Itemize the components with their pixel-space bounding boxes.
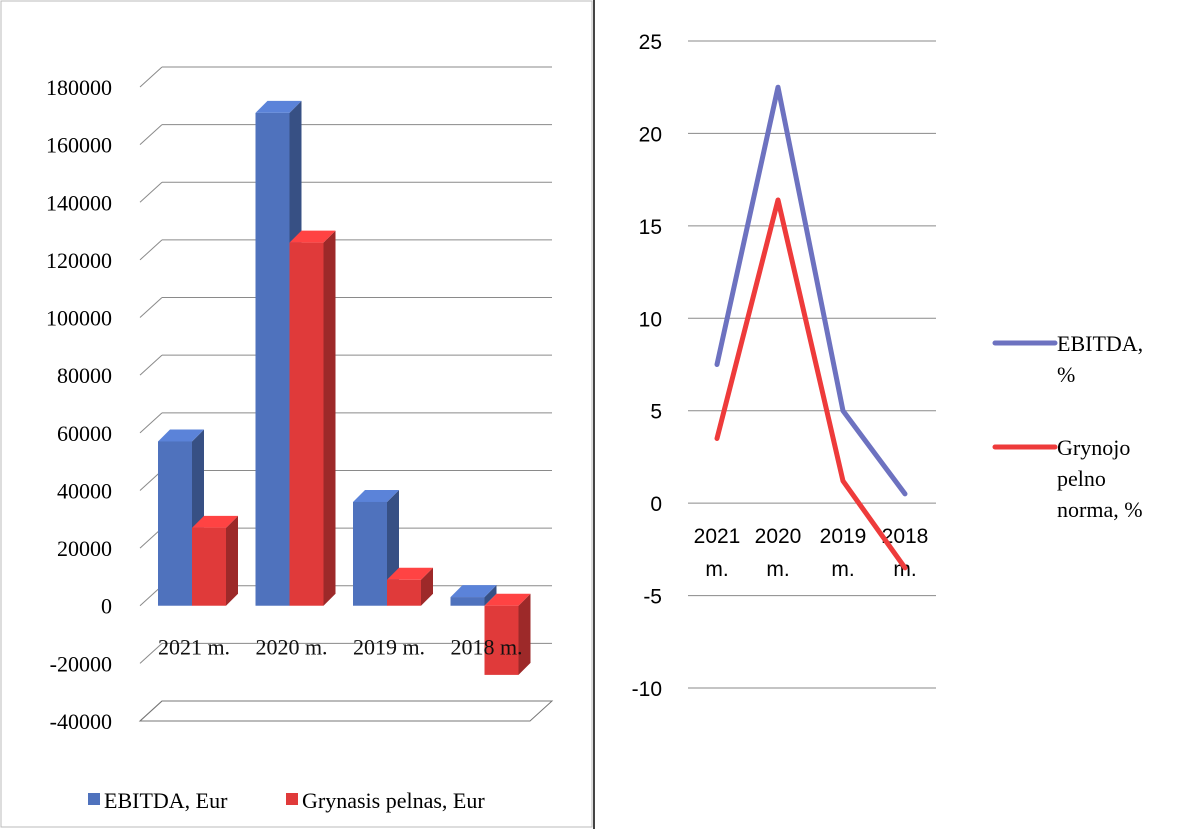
bar <box>158 429 204 606</box>
bar <box>192 515 238 606</box>
bar-side <box>421 567 433 606</box>
legend-label: EBITDA, Eur <box>104 788 228 813</box>
legend-label-line: Grynojo <box>1057 435 1130 460</box>
chart-frame <box>0 0 593 828</box>
y-tick-label: 20000 <box>57 536 112 561</box>
bar <box>484 593 531 675</box>
bar-top <box>158 429 204 442</box>
bar-side <box>484 585 497 606</box>
y-tick-label: 40000 <box>57 478 112 503</box>
y-tick-label: 10 <box>639 308 662 331</box>
x-tick-label: 2019 m. <box>353 635 425 660</box>
legend-label-line: EBITDA, <box>1057 331 1143 356</box>
x-tick-label: 2018 m. <box>450 635 522 660</box>
y-tick-label: 120000 <box>46 248 112 273</box>
y-tick-label: 5 <box>650 401 662 424</box>
bar-top <box>255 100 302 113</box>
bar-front <box>289 242 324 606</box>
y-tick-label: 0 <box>650 493 662 516</box>
x-tick-label-line1: 2020 <box>755 525 802 548</box>
series-line-1 <box>714 197 908 571</box>
y-tick-label: 180000 <box>46 75 112 100</box>
legend-swatch <box>286 793 298 805</box>
bar-front <box>192 527 226 606</box>
bar-front <box>353 501 387 606</box>
x-tick-label-line2: m. <box>766 558 789 581</box>
y-tick-label: -5 <box>643 586 662 609</box>
legend-label-line: pelno <box>1057 466 1106 491</box>
y-tick-label: 20 <box>639 123 662 146</box>
bar <box>289 230 336 606</box>
bar-front <box>387 579 421 606</box>
x-tick-label-line2: m. <box>705 558 728 581</box>
gridline-side <box>139 239 163 261</box>
y-tick-label: -10 <box>632 678 662 701</box>
legend-label-line: % <box>1057 362 1075 387</box>
legend-label-line: norma, % <box>1057 497 1143 522</box>
y-tick-label: 140000 <box>46 190 112 215</box>
x-tick-label-line1: 2019 <box>820 525 867 548</box>
y-tick-label: 60000 <box>57 421 112 446</box>
gridline-side <box>139 181 163 203</box>
bar <box>387 567 433 606</box>
legend-swatch <box>88 793 100 805</box>
y-tick-label: 0 <box>101 594 112 619</box>
y-tick-label: 25 <box>639 31 662 54</box>
bar-front <box>158 441 192 606</box>
bar-front <box>484 605 519 675</box>
bar-front <box>450 597 485 606</box>
x-tick-label-line1: 2021 <box>694 525 741 548</box>
bar-top <box>387 567 433 580</box>
bar-top <box>450 585 497 598</box>
bar-side <box>323 230 336 606</box>
bar-side <box>518 593 531 675</box>
gridline-side <box>139 642 163 664</box>
x-tick-label: 2021 m. <box>158 635 230 660</box>
x-tick-label: 2020 m. <box>255 635 327 660</box>
y-tick-label: -40000 <box>50 709 112 734</box>
bar <box>450 585 497 606</box>
bar-side <box>226 515 238 606</box>
gridline-side <box>139 297 163 318</box>
floor <box>138 700 554 722</box>
gridline-side <box>139 66 163 88</box>
bar-top <box>289 230 336 243</box>
gridline-side <box>139 354 163 376</box>
y-tick-label: 160000 <box>46 133 112 158</box>
y-tick-label: -20000 <box>50 651 112 676</box>
x-tick-label-line1: 2018 <box>882 525 929 548</box>
bar-top <box>353 489 399 502</box>
y-tick-label: 100000 <box>46 306 112 331</box>
bar-top <box>484 593 531 606</box>
bar-chart-3d: -40000 -20000 0 20000 40000 60000 80000 100000 1… <box>0 0 593 828</box>
gridline-side <box>139 124 163 146</box>
y-tick-label: 15 <box>639 216 662 239</box>
x-tick-label-line2: m. <box>831 558 854 581</box>
bar-top <box>192 515 238 528</box>
legend-label: Grynasis pelnas, Eur <box>302 788 485 813</box>
y-tick-label: 80000 <box>57 363 112 388</box>
bar <box>353 489 399 606</box>
bar-front <box>255 112 290 606</box>
series-line-0 <box>714 84 908 497</box>
gridline-side <box>139 412 163 434</box>
